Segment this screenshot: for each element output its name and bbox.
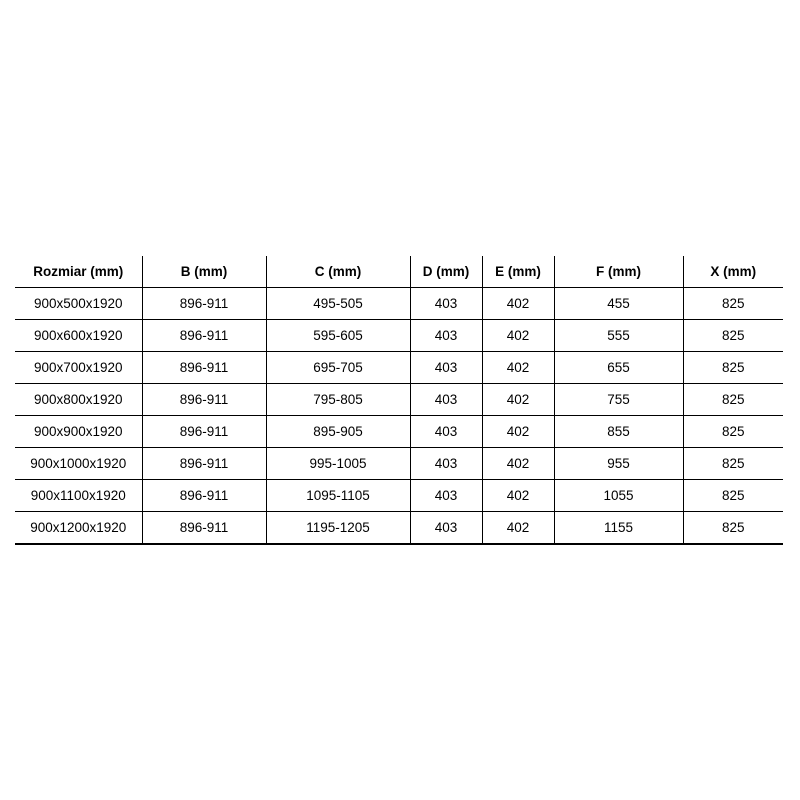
table-cell: 695-705: [265, 351, 410, 384]
table-cell: 900x1200x1920: [15, 511, 142, 545]
table-cell: 825: [682, 511, 783, 545]
table-cell: 1095-1105: [265, 479, 410, 512]
dimensions-table: Rozmiar (mm) B (mm) C (mm) D (mm) E (mm) F (m…: [15, 256, 783, 545]
table-cell: 896-911: [141, 319, 266, 352]
table-cell: 403: [409, 447, 482, 480]
table-cell: 825: [682, 383, 783, 416]
table-cell: 402: [481, 415, 554, 448]
table-cell: 402: [481, 351, 554, 384]
table-cell: 403: [409, 511, 482, 545]
table-cell: 1155: [553, 511, 683, 545]
table-cell: 825: [682, 479, 783, 512]
table-cell: 896-911: [141, 479, 266, 512]
table-cell: 900x600x1920: [15, 319, 142, 352]
table-cell: 1195-1205: [265, 511, 410, 545]
table-cell: 403: [409, 351, 482, 384]
table-cell: 403: [409, 479, 482, 512]
table-cell: 402: [481, 447, 554, 480]
table-cell: 403: [409, 319, 482, 352]
column-header: E (mm): [481, 256, 554, 288]
table-cell: 896-911: [141, 511, 266, 545]
table-row: 900x1100x1920 896-911 1095-1105 403 402 1055 8…: [15, 479, 783, 512]
table-cell: 402: [481, 383, 554, 416]
table-cell: 402: [481, 287, 554, 320]
table-cell: 900x1000x1920: [15, 447, 142, 480]
table-cell: 855: [553, 415, 683, 448]
table-cell: 795-805: [265, 383, 410, 416]
table-cell: 403: [409, 415, 482, 448]
table-cell: 403: [409, 383, 482, 416]
table-cell: 755: [553, 383, 683, 416]
table-cell: 896-911: [141, 383, 266, 416]
table-cell: 900x500x1920: [15, 287, 142, 320]
table-row: 900x1000x1920 896-911 995-1005 403 402 955 825: [15, 447, 783, 480]
table-cell: 900x800x1920: [15, 383, 142, 416]
table-cell: 825: [682, 415, 783, 448]
column-header: Rozmiar (mm): [15, 256, 142, 288]
table-cell: 495-505: [265, 287, 410, 320]
table-cell: 896-911: [141, 447, 266, 480]
column-header: C (mm): [265, 256, 410, 288]
table-cell: 655: [553, 351, 683, 384]
table-cell: 895-905: [265, 415, 410, 448]
table-row: 900x900x1920 896-911 895-905 403 402 855 825: [15, 415, 783, 448]
table-row: 900x700x1920 896-911 695-705 403 402 655 825: [15, 351, 783, 384]
table-cell: 995-1005: [265, 447, 410, 480]
table-cell: 955: [553, 447, 683, 480]
table-cell: 900x900x1920: [15, 415, 142, 448]
table-cell: 825: [682, 351, 783, 384]
header-row: Rozmiar (mm) B (mm) C (mm) D (mm) E (mm) F (m…: [15, 256, 783, 288]
table-cell: 402: [481, 479, 554, 512]
table-cell: 402: [481, 511, 554, 545]
column-header: X (mm): [682, 256, 783, 288]
column-header: D (mm): [409, 256, 482, 288]
table-cell: 825: [682, 319, 783, 352]
table-cell: 403: [409, 287, 482, 320]
table-row: 900x500x1920 896-911 495-505 403 402 455 825: [15, 287, 783, 320]
table-cell: 825: [682, 447, 783, 480]
table-cell: 900x700x1920: [15, 351, 142, 384]
table-cell: 402: [481, 319, 554, 352]
table-cell: 455: [553, 287, 683, 320]
table-cell: 900x1100x1920: [15, 479, 142, 512]
table-cell: 555: [553, 319, 683, 352]
table-cell: 825: [682, 287, 783, 320]
column-header: B (mm): [141, 256, 266, 288]
table-cell: 595-605: [265, 319, 410, 352]
table-cell: 896-911: [141, 287, 266, 320]
table-cell: 896-911: [141, 415, 266, 448]
table-row: 900x600x1920 896-911 595-605 403 402 555 825: [15, 319, 783, 352]
table-cell: 896-911: [141, 351, 266, 384]
table-row: 900x1200x1920 896-911 1195-1205 403 402 1155 8…: [15, 511, 783, 545]
table-cell: 1055: [553, 479, 683, 512]
column-header: F (mm): [553, 256, 683, 288]
table-row: 900x800x1920 896-911 795-805 403 402 755 825: [15, 383, 783, 416]
